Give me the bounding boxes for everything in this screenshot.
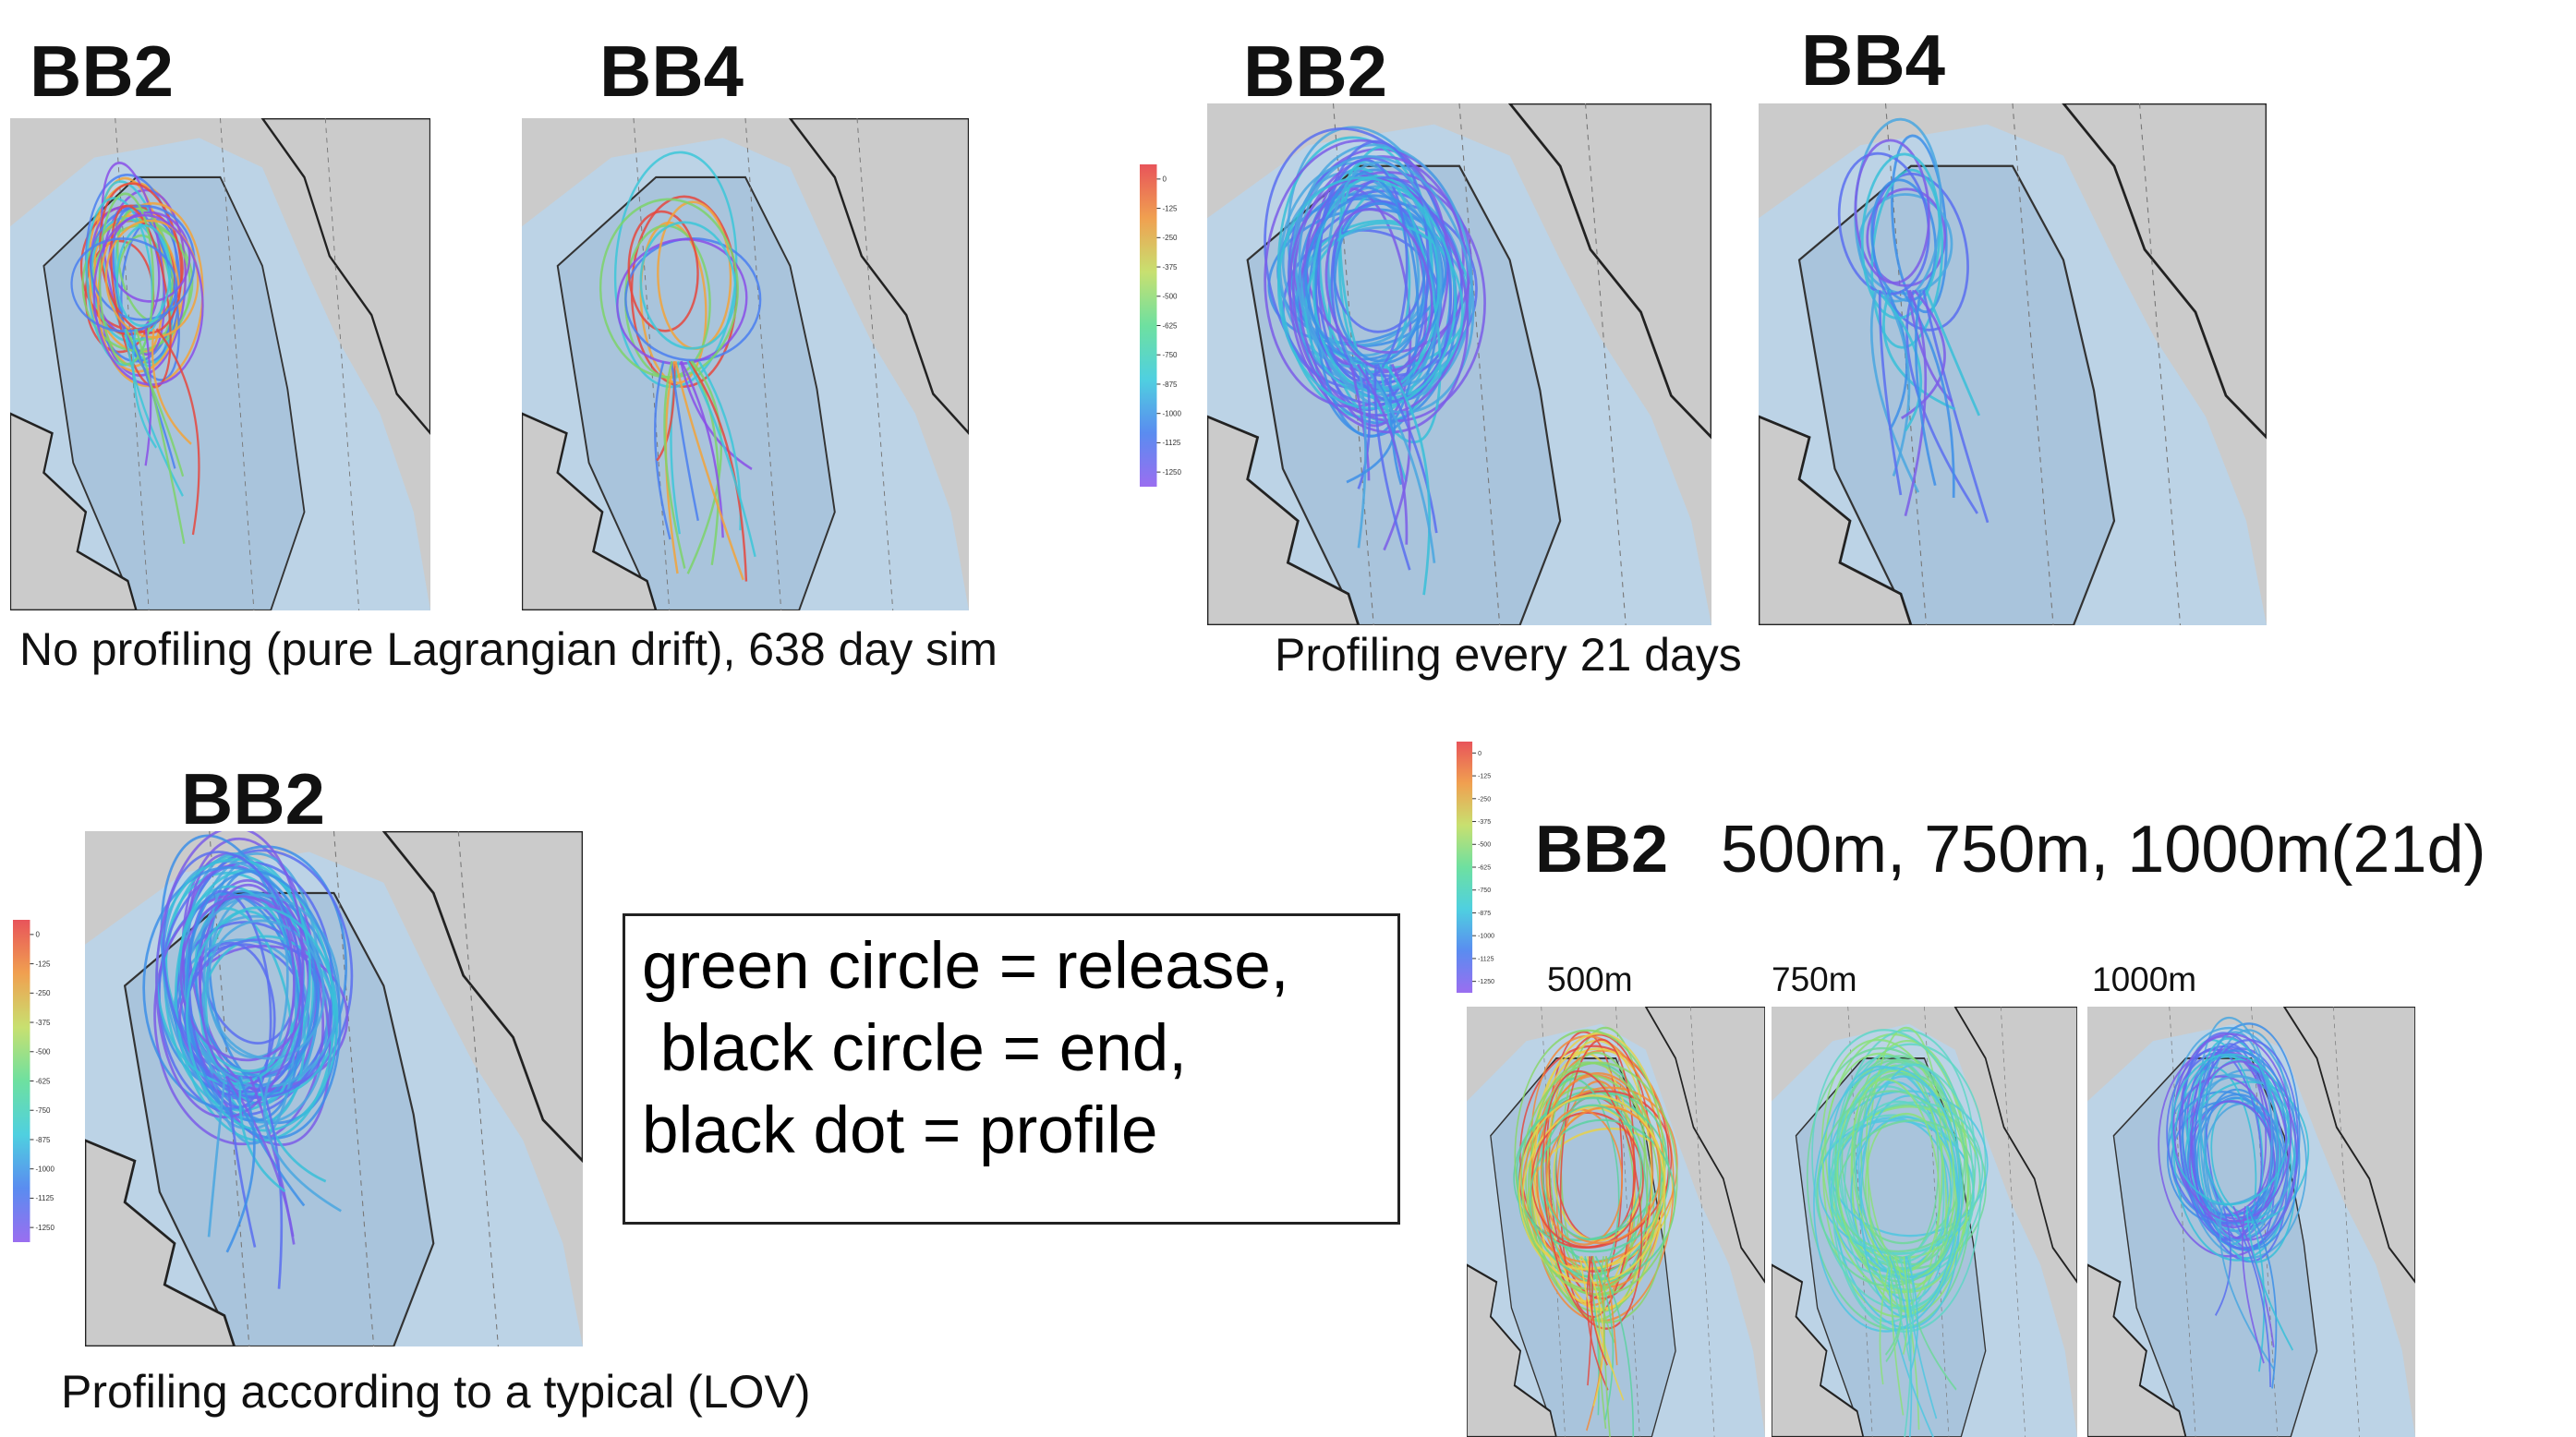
colorbar-label: -375 xyxy=(1478,819,1491,826)
section-title: 500m, 750m, 1000m(21d) xyxy=(1721,816,2485,883)
colorbar-label: -1000 xyxy=(35,1165,54,1173)
legend-line: black dot = profile xyxy=(625,1090,1397,1172)
colorbar-label: -1000 xyxy=(1478,934,1494,940)
colorbar-fill xyxy=(13,920,30,1242)
colorbar-label: -625 xyxy=(1478,864,1491,871)
colorbar-label: -375 xyxy=(35,1019,51,1027)
depth-label: 750m xyxy=(1772,960,1857,999)
caption: Profiling according to a typical (LOV) xyxy=(61,1369,810,1415)
map xyxy=(2087,1007,2415,1437)
depth-label: 500m xyxy=(1547,960,1633,999)
map xyxy=(1772,1007,2077,1437)
colorbar-label: -875 xyxy=(1478,911,1491,917)
colorbar-label: -1250 xyxy=(35,1224,54,1232)
colorbar-label: -500 xyxy=(35,1048,51,1057)
colorbar-label: -1125 xyxy=(35,1194,54,1202)
map xyxy=(85,831,583,1346)
panel-label: BB2 xyxy=(30,35,174,107)
colorbar-label: -625 xyxy=(35,1077,51,1085)
colorbar-label: 0 xyxy=(1162,175,1167,184)
colorbar-label: -250 xyxy=(35,989,51,997)
section-label: BB2 xyxy=(1535,816,1668,883)
colorbar: 0 -125 -250 -375 -500 -625 -750 -875 -1000 -1125 -… xyxy=(11,914,72,1248)
legend-line: black circle = end, xyxy=(625,1008,1397,1090)
colorbar: 0 -125 -250 -375 -500 -625 -750 -875 -1000 -1125 -… xyxy=(1138,159,1199,492)
colorbar-label: -125 xyxy=(1162,204,1178,212)
colorbar-label: -625 xyxy=(1162,321,1178,330)
colorbar: 0 -125 -250 -375 -500 -625 -750 -875 -1000 -1125 -… xyxy=(1455,736,1511,998)
legend-line: green circle = release, xyxy=(625,925,1397,1008)
map xyxy=(1759,103,2267,625)
colorbar-label: -125 xyxy=(35,960,51,968)
colorbar-label: -1250 xyxy=(1162,468,1181,477)
depth-label: 1000m xyxy=(2092,960,2196,999)
colorbar-label: -125 xyxy=(1478,774,1491,780)
colorbar-fill xyxy=(1457,742,1472,993)
map xyxy=(1207,103,1711,625)
panel-label: BB4 xyxy=(1801,24,1945,96)
map xyxy=(522,118,969,610)
panel-label: BB4 xyxy=(599,35,744,107)
colorbar-label: -750 xyxy=(1162,351,1178,359)
colorbar-label: -875 xyxy=(35,1136,51,1144)
colorbar-label: -1125 xyxy=(1478,956,1494,962)
colorbar-label: 0 xyxy=(35,931,40,939)
colorbar-label: -875 xyxy=(1162,380,1178,389)
colorbar-label: -750 xyxy=(35,1106,51,1115)
slide: BB2 BB4 BB2 BB4 BB2 No profiling (pure L… xyxy=(0,0,2576,1437)
colorbar-fill xyxy=(1140,164,1156,487)
colorbar-label: -750 xyxy=(1478,888,1491,894)
colorbar-label: -500 xyxy=(1478,842,1491,849)
colorbar-label: -1250 xyxy=(1478,979,1494,985)
colorbar-label: -1125 xyxy=(1162,439,1180,447)
colorbar-label: -1000 xyxy=(1162,409,1181,417)
colorbar-label: -375 xyxy=(1162,263,1178,272)
caption: Profiling every 21 days xyxy=(1275,632,1742,678)
map xyxy=(1467,1007,1765,1437)
colorbar-label: -250 xyxy=(1162,234,1178,242)
panel-label: BB2 xyxy=(181,763,325,835)
colorbar-label: -500 xyxy=(1162,293,1178,301)
panel-label: BB2 xyxy=(1243,35,1387,107)
colorbar-label: -250 xyxy=(1478,796,1491,803)
colorbar-label: 0 xyxy=(1478,751,1482,757)
caption: No profiling (pure Lagrangian drift), 63… xyxy=(19,626,998,672)
map xyxy=(10,118,430,610)
legend-box: green circle = release, black circle = e… xyxy=(623,913,1400,1225)
